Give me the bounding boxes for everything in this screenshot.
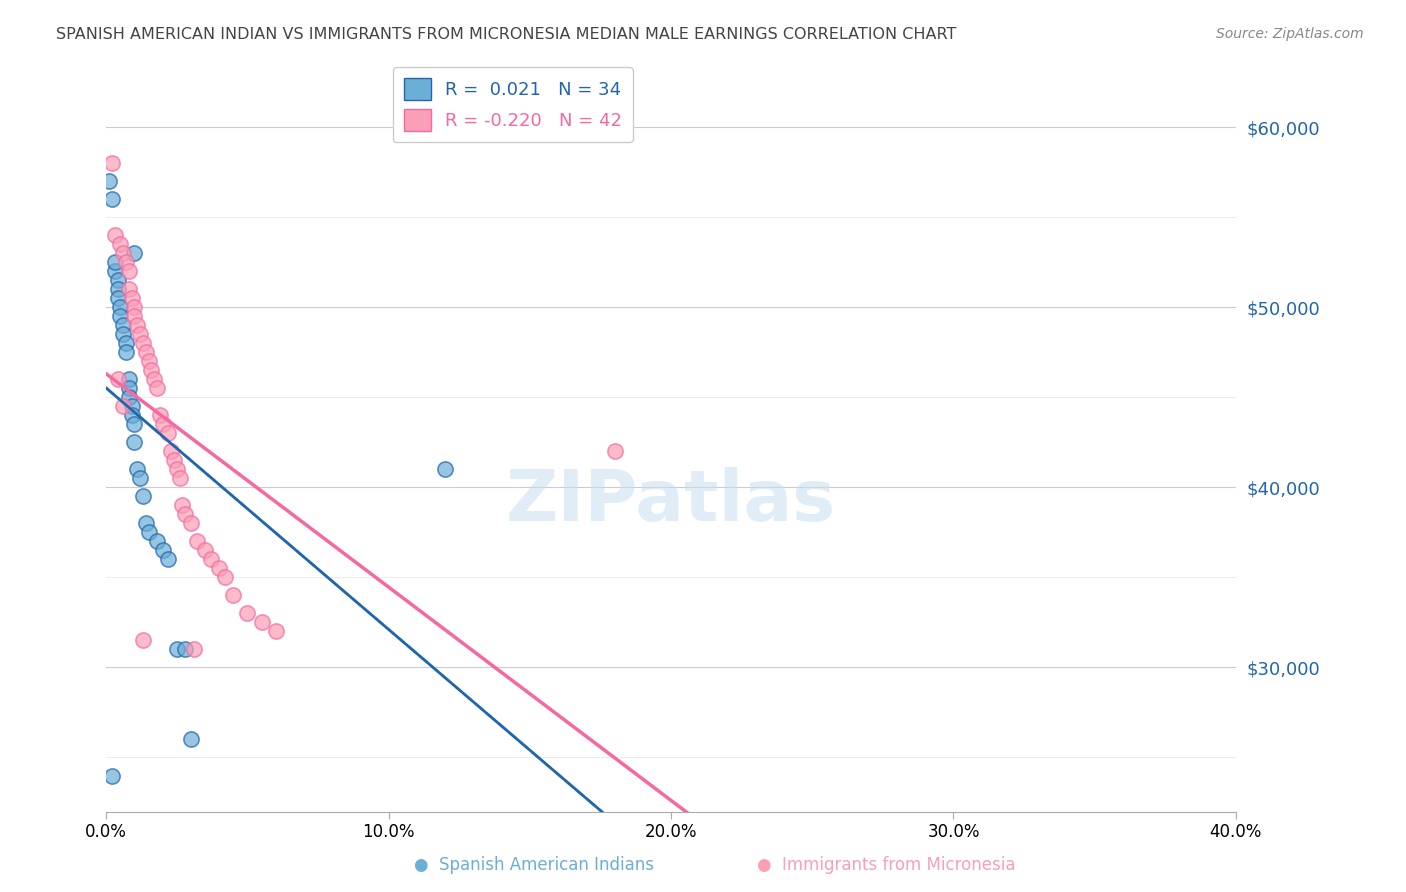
Point xyxy=(112,318,135,333)
Point xyxy=(152,543,174,558)
Point xyxy=(236,607,259,621)
Point xyxy=(107,372,129,386)
Point xyxy=(118,372,141,386)
Point xyxy=(124,246,146,260)
Point xyxy=(112,246,135,260)
Point xyxy=(146,534,169,549)
Point xyxy=(141,363,163,377)
Text: ●  Spanish American Indians: ● Spanish American Indians xyxy=(415,856,654,874)
Point xyxy=(104,228,127,243)
Point xyxy=(180,732,202,747)
Point xyxy=(124,435,146,450)
Point xyxy=(174,642,197,657)
Point xyxy=(118,282,141,296)
Point xyxy=(124,310,146,324)
Point xyxy=(127,462,149,476)
Point xyxy=(264,624,287,639)
Point xyxy=(107,282,129,296)
Point xyxy=(118,381,141,395)
Point xyxy=(121,291,143,305)
Point xyxy=(135,516,157,531)
Point xyxy=(101,192,124,206)
Point xyxy=(434,462,457,476)
Point xyxy=(115,345,138,359)
Point xyxy=(110,310,132,324)
Point xyxy=(107,291,129,305)
Point xyxy=(98,174,121,188)
Point xyxy=(129,327,152,342)
Point xyxy=(143,372,166,386)
Text: Source: ZipAtlas.com: Source: ZipAtlas.com xyxy=(1216,27,1364,41)
Point xyxy=(208,561,231,575)
Point xyxy=(104,255,127,269)
Point xyxy=(101,768,124,782)
Point xyxy=(112,327,135,342)
Point xyxy=(169,471,191,485)
Point xyxy=(603,444,626,458)
Point xyxy=(138,525,160,540)
Point xyxy=(112,400,135,414)
Point xyxy=(180,516,202,531)
Point xyxy=(121,400,143,414)
Point xyxy=(222,589,245,603)
Point xyxy=(124,301,146,315)
Point xyxy=(135,345,157,359)
Point xyxy=(110,301,132,315)
Point xyxy=(104,264,127,278)
Point xyxy=(157,552,180,566)
Point xyxy=(172,499,194,513)
Point xyxy=(163,453,186,467)
Point xyxy=(160,444,183,458)
Point xyxy=(186,534,208,549)
Text: SPANISH AMERICAN INDIAN VS IMMIGRANTS FROM MICRONESIA MEDIAN MALE EARNINGS CORRE: SPANISH AMERICAN INDIAN VS IMMIGRANTS FR… xyxy=(56,27,956,42)
Point xyxy=(127,318,149,333)
Text: ZIPatlas: ZIPatlas xyxy=(506,467,837,536)
Point xyxy=(132,489,155,503)
Point xyxy=(166,642,188,657)
Point xyxy=(118,264,141,278)
Point xyxy=(149,409,172,423)
Point xyxy=(152,417,174,432)
Point xyxy=(183,642,205,657)
Point xyxy=(129,471,152,485)
Point xyxy=(157,426,180,441)
Point xyxy=(101,156,124,170)
Point xyxy=(166,462,188,476)
Point xyxy=(121,409,143,423)
Point xyxy=(107,273,129,287)
Point xyxy=(214,570,236,584)
Point xyxy=(146,381,169,395)
Point xyxy=(110,237,132,252)
Point xyxy=(138,354,160,368)
Point xyxy=(132,336,155,351)
Point xyxy=(174,508,197,522)
Point xyxy=(194,543,217,558)
Point xyxy=(115,336,138,351)
Point xyxy=(250,615,273,630)
Point xyxy=(115,255,138,269)
Point xyxy=(118,390,141,404)
Point xyxy=(124,417,146,432)
Point xyxy=(132,633,155,648)
Legend: R =  0.021   N = 34, R = -0.220   N = 42: R = 0.021 N = 34, R = -0.220 N = 42 xyxy=(392,68,633,142)
Text: ●  Immigrants from Micronesia: ● Immigrants from Micronesia xyxy=(756,856,1015,874)
Point xyxy=(200,552,222,566)
